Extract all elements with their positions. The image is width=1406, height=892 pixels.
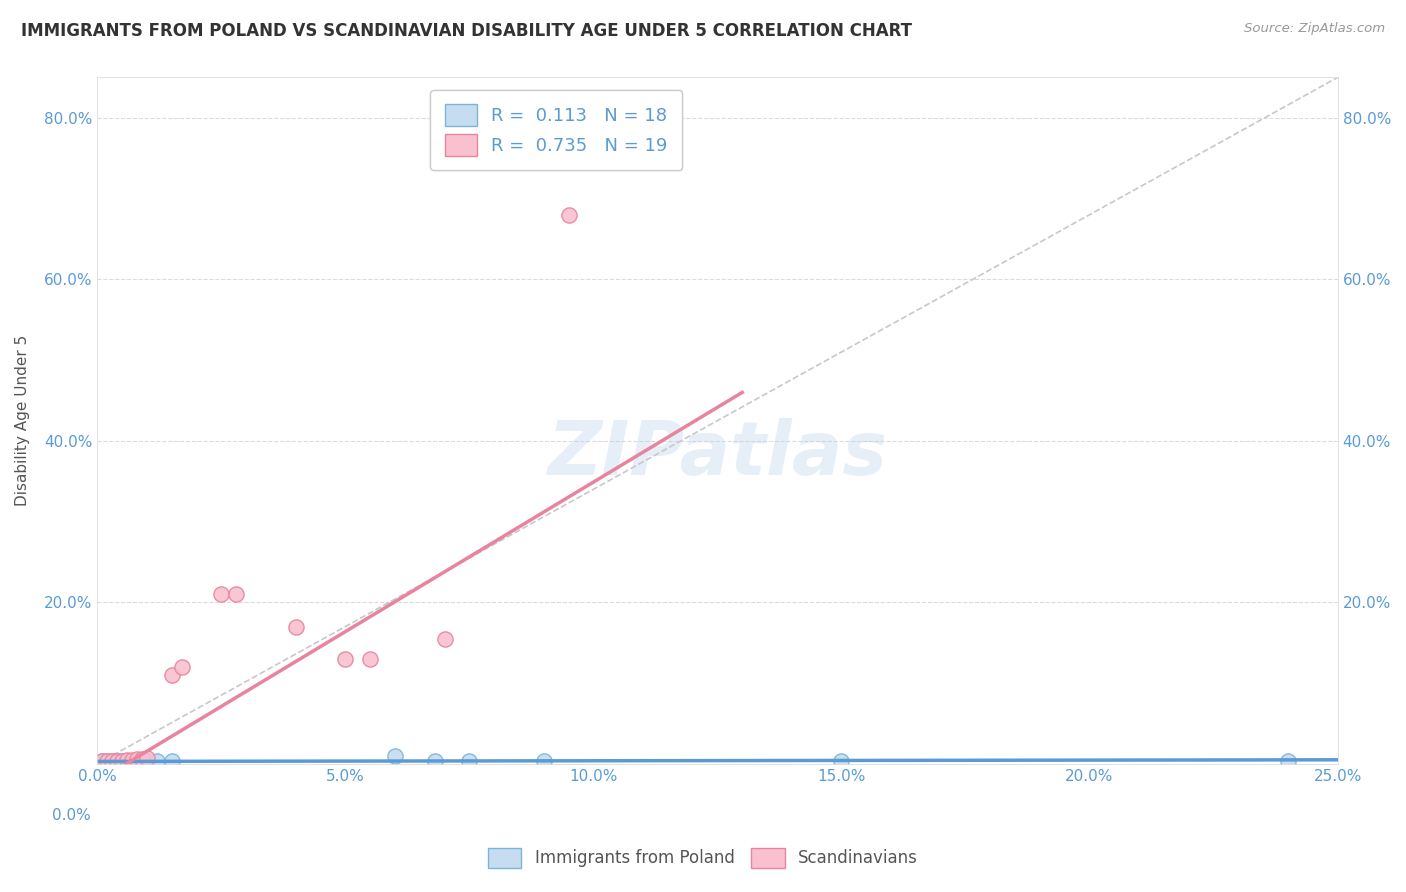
Point [115, 753, 138, 767]
Point [101, 755, 124, 769]
Point [146, 755, 169, 769]
Point [423, 755, 446, 769]
Point [160, 668, 183, 682]
Point [830, 755, 852, 769]
Point [121, 755, 143, 769]
Point [209, 587, 232, 601]
Point [433, 632, 456, 646]
Text: 0.0%: 0.0% [52, 808, 91, 823]
Point [458, 755, 481, 769]
Y-axis label: Disability Age Under 5: Disability Age Under 5 [15, 335, 30, 507]
Point [101, 755, 124, 769]
Point [125, 752, 148, 766]
Point [111, 754, 134, 768]
Point [111, 755, 134, 769]
Text: IMMIGRANTS FROM POLAND VS SCANDINAVIAN DISABILITY AGE UNDER 5 CORRELATION CHART: IMMIGRANTS FROM POLAND VS SCANDINAVIAN D… [21, 22, 912, 40]
Point [105, 754, 128, 768]
Point [557, 208, 579, 222]
Point [1277, 755, 1299, 769]
Point [170, 660, 193, 674]
Point [96, 755, 118, 769]
Point [96, 755, 118, 769]
Point [135, 755, 157, 769]
Point [335, 652, 357, 666]
Point [225, 587, 247, 601]
Point [91, 755, 114, 769]
Text: ZIPatlas: ZIPatlas [547, 418, 887, 491]
Point [121, 753, 143, 767]
Point [131, 752, 153, 766]
Point [91, 755, 114, 769]
Point [125, 755, 148, 769]
Point [359, 652, 381, 666]
Point [533, 755, 555, 769]
Point [135, 751, 157, 765]
Legend: Immigrants from Poland, Scandinavians: Immigrants from Poland, Scandinavians [481, 841, 925, 875]
Point [105, 755, 128, 769]
Text: Source: ZipAtlas.com: Source: ZipAtlas.com [1244, 22, 1385, 36]
Point [160, 755, 183, 769]
Point [284, 619, 307, 633]
Point [384, 748, 406, 763]
Legend: R =  0.113   N = 18, R =  0.735   N = 19: R = 0.113 N = 18, R = 0.735 N = 19 [430, 90, 682, 170]
Point [131, 755, 153, 769]
Point [115, 755, 138, 769]
